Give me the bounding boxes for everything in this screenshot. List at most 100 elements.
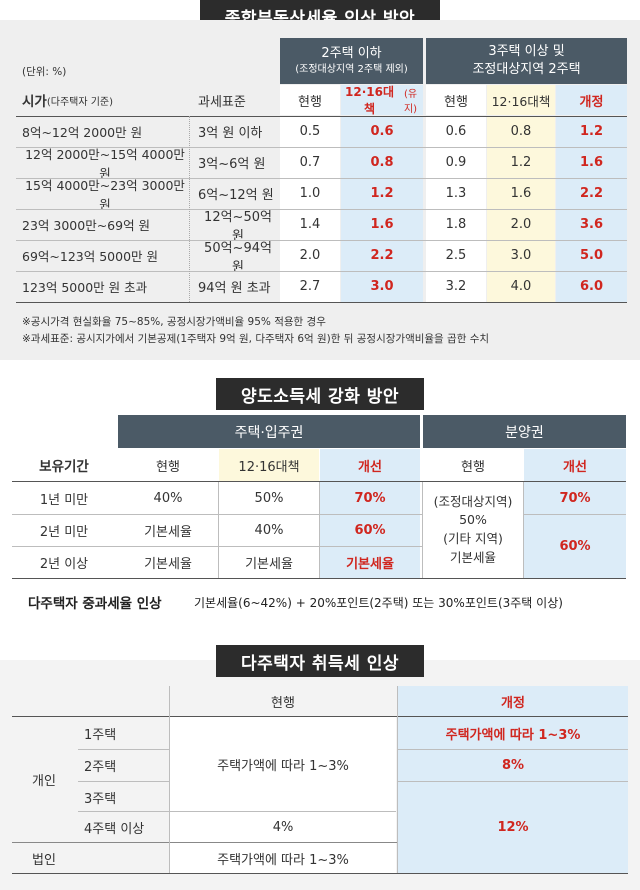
group-b-line2: 조정대상지역 2주택	[472, 62, 581, 77]
group-header-2house: 2주택 이하 (조정대상지역 2주택 제외)	[280, 38, 423, 84]
personal-label: 개인	[32, 774, 56, 789]
col-header-current-b: 현행	[461, 459, 485, 475]
s3-current-bg	[170, 717, 396, 842]
s1-current-a-1: 0.5	[299, 124, 321, 139]
s3-revised-bg	[398, 717, 628, 873]
col-price-label: 시가	[22, 94, 47, 110]
revised-divider-2	[398, 781, 628, 782]
s1-row-line	[16, 116, 627, 117]
s1-current-b-3: 1.3	[445, 186, 467, 201]
col-header-plan-b: 12·16대책	[487, 85, 555, 115]
s1-plan-b-6: 4.0	[510, 279, 532, 294]
section3-title-text: 다주택자 취득세 인상	[240, 653, 400, 674]
current-divider-4	[170, 811, 396, 812]
current-personal-1to3: 주택가액에 따라 1~3%	[217, 758, 349, 774]
s1-revised-b-1: 1.2	[579, 124, 604, 139]
col-header-current: 현행	[156, 459, 180, 475]
s2-bg-improve	[320, 482, 420, 578]
s2-improve-2: 60%	[354, 522, 386, 538]
s2-current-2: 기본세율	[144, 524, 192, 540]
s1-row-line	[16, 178, 627, 179]
s1-base-3: 6억~12억 원	[198, 188, 274, 203]
s3-header-line	[12, 716, 628, 717]
s1-row-line	[16, 240, 627, 241]
s2-vline-3	[422, 482, 423, 578]
s1-price-1: 8억~12억 2000만 원	[22, 125, 143, 140]
s3-vline-revised	[397, 686, 398, 873]
col-header-base: 과세표준	[198, 94, 246, 110]
s3-row-line	[78, 749, 170, 750]
s1-base-6: 94억 원 초과	[198, 281, 271, 296]
s2-vline-4	[523, 482, 524, 578]
col-header-improve: 개선	[320, 449, 420, 481]
s1-plan-a-3: 1.2	[370, 186, 394, 201]
s1-plan-a-6: 3.0	[370, 279, 394, 294]
s2-improve-1: 70%	[354, 490, 386, 506]
s1-base-1: 3억 원 이하	[198, 126, 263, 141]
s1-price-3: 15억 4000만~23억 3000만 원	[25, 177, 185, 212]
price-base-divider	[189, 116, 190, 302]
multi-house-text: 기본세율(6~42%) + 20%포인트(2주택) 또는 30%포인트(3주택 …	[194, 596, 563, 610]
s3-col-header-current: 현행	[271, 695, 295, 711]
presale-improve-2: 60%	[559, 539, 591, 554]
col-header-current-b: 현행	[426, 85, 486, 115]
s3-row-label-4: 4주택 이상	[84, 821, 145, 837]
s2-improve-3: 기본세율	[346, 556, 394, 572]
s2-current-1: 40%	[153, 490, 183, 506]
s2-period-1: 1년 미만	[39, 492, 89, 508]
s2-vline-2	[319, 482, 320, 578]
s1-current-b-2: 0.9	[445, 155, 467, 170]
s3-vline-current	[169, 686, 170, 873]
s1-base-5: 50억~94억 원	[204, 240, 272, 275]
s1-revised-b-2: 1.6	[579, 155, 604, 170]
s1-revised-b-3: 2.2	[579, 186, 604, 201]
s1-row-line	[16, 209, 627, 210]
s3-row-label-2: 2주택	[84, 760, 117, 775]
current-corporate: 주택가액에 따라 1~3%	[217, 852, 349, 868]
s1-current-a-3: 1.0	[299, 186, 321, 201]
group-header-3house: 3주택 이상 및 조정대상지역 2주택	[426, 38, 627, 84]
s1-price-4: 23억 3000만~69억 원	[22, 218, 151, 233]
col-header-price: 시가 (다주택자 기준)	[16, 85, 186, 115]
presale-improve-1: 70%	[559, 490, 591, 506]
revised-2house: 8%	[501, 758, 525, 773]
s1-plan-b-3: 1.6	[510, 186, 532, 201]
s1-plan-a-5: 2.2	[370, 248, 394, 263]
s2-period-2: 2년 미만	[39, 524, 89, 540]
note-1: ※공시가격 현실화율 75~85%, 공정시장가액비율 95% 적용한 경우	[22, 316, 326, 328]
s1-row-line	[16, 271, 627, 272]
s1-price-6: 123억 5000만 원 초과	[22, 280, 148, 295]
s1-price-2: 12억 2000만~15억 4000만 원	[25, 146, 185, 181]
s2-vline-1	[218, 482, 219, 578]
s1-plan-b-4: 2.0	[510, 217, 532, 232]
col-header-improve-b: 개선	[524, 449, 626, 481]
presale-current-line1: (조정대상지역)	[433, 493, 513, 509]
group-a-line1: 2주택 이하	[321, 46, 382, 62]
s3-row-label-1: 1주택	[84, 727, 117, 743]
col-header-period: 보유기간	[39, 459, 89, 475]
revised-3plus: 12%	[497, 820, 529, 835]
s3-row-label-3: 3주택	[84, 791, 117, 807]
s3-corp-line	[12, 842, 398, 843]
presale-current-line3: (기타 지역)	[443, 531, 503, 546]
s3-row-line	[78, 811, 170, 812]
presale-improve-divider	[524, 514, 626, 515]
section2-title-text: 양도소득세 강화 방안	[240, 386, 400, 407]
section3-title: 다주택자 취득세 인상	[216, 645, 424, 677]
s2-bg-improve-b	[524, 482, 626, 578]
s1-price-5: 69억~123억 5000만 원	[22, 249, 158, 264]
s1-plan-a-4: 1.6	[370, 217, 394, 232]
s1-row-line	[16, 147, 627, 148]
s2-header-line	[12, 481, 626, 482]
s1-current-a-4: 1.4	[299, 217, 321, 232]
presale-current-line2: 50%	[459, 512, 487, 528]
group-b-line1: 3주택 이상 및	[488, 44, 565, 60]
s3-col-header-revised: 개정	[398, 686, 628, 716]
s1-plan-b-5: 3.0	[510, 248, 532, 263]
s2-plan-2: 40%	[254, 522, 284, 538]
group-header-house: 주택·입주권	[118, 415, 420, 448]
presale-current-line4: 기본세율	[449, 549, 496, 565]
s1-revised-b-5: 5.0	[579, 248, 604, 263]
col-header-plan: 12·16대책	[219, 449, 319, 481]
col-plan-a-label: 12·16대책	[345, 85, 395, 116]
